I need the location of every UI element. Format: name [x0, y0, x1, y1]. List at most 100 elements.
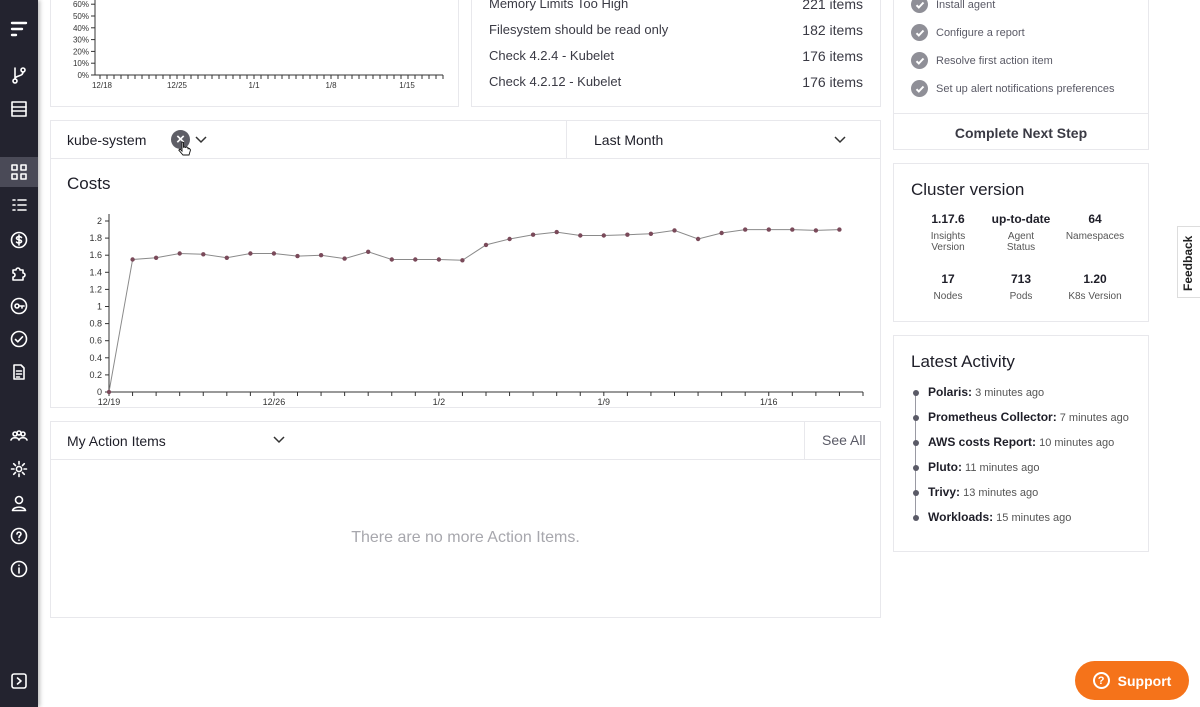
costs-data-point[interactable] [813, 228, 819, 233]
cluster-stat: 1.20 K8s Version [1060, 272, 1130, 302]
namespace-chevron-down-icon[interactable] [195, 136, 207, 144]
expand-sidebar-icon[interactable] [0, 666, 38, 696]
costs-data-point[interactable] [837, 227, 842, 232]
latest-activity-card: Latest Activity Polaris: 3 minutes ago Pr… [893, 335, 1149, 552]
feedback-tab[interactable]: Feedback [1177, 226, 1200, 298]
cluster-stat: 17 Nodes [913, 272, 983, 302]
costs-data-point[interactable] [248, 251, 253, 256]
action-items-chevron-down-icon[interactable] [273, 436, 285, 444]
complete-next-step-button[interactable]: Complete Next Step [954, 125, 1088, 141]
costs-title: Costs [67, 174, 111, 193]
costs-data-point[interactable] [743, 227, 748, 232]
costs-data-point[interactable] [695, 236, 701, 242]
cluster-stat: up-to-date Agent Status [986, 212, 1056, 253]
costs-data-point[interactable] [318, 253, 324, 258]
costs-data-point[interactable] [177, 251, 182, 256]
onboarding-step-label: Configure a report [936, 26, 1025, 39]
activity-dot [913, 465, 919, 471]
costs-data-point[interactable] [460, 258, 465, 263]
dollar-icon[interactable] [0, 225, 38, 255]
costs-data-point[interactable] [413, 257, 418, 262]
costs-data-point[interactable] [389, 257, 394, 262]
activity-item[interactable]: Workloads: 15 minutes ago [928, 510, 1071, 524]
help-circle-icon: ? [1092, 672, 1110, 689]
activity-dot [913, 390, 919, 396]
dashboard-icon[interactable] [0, 157, 38, 187]
costs-data-point[interactable] [719, 230, 724, 236]
report-item-name: Check 4.2.4 - Kubelet [489, 48, 615, 63]
costs-data-point[interactable] [625, 232, 630, 237]
activity-item[interactable]: Prometheus Collector: 7 minutes ago [928, 410, 1129, 424]
costs-data-point[interactable] [201, 252, 206, 257]
report-item-name: Check 4.2.12 - Kubelet [489, 74, 622, 89]
support-label: Support [1117, 672, 1172, 689]
action-items-select[interactable]: My Action Items [51, 422, 805, 460]
costs-data-point[interactable] [130, 257, 135, 262]
database-icon[interactable] [0, 94, 38, 124]
cluster-version-card: Cluster version 1.17.6 Insights Version up-… [893, 163, 1149, 322]
settings-icon[interactable] [0, 454, 38, 484]
report-list-item[interactable]: Memory Limits Too High 221 items [489, 0, 863, 18]
clear-namespace-icon[interactable]: × [171, 130, 190, 149]
costs-data-point[interactable] [554, 229, 559, 235]
costs-data-point[interactable] [483, 242, 489, 248]
costs-data-point[interactable] [342, 256, 347, 261]
see-all-link[interactable]: See All [822, 432, 866, 448]
costs-data-point[interactable] [106, 389, 112, 395]
costs-data-point[interactable] [436, 257, 442, 262]
costs-data-point[interactable] [295, 253, 300, 259]
logo-icon[interactable] [0, 14, 38, 44]
namespace-value: kube-system [67, 132, 147, 148]
top-chart-y-tick-label: 60% [73, 0, 89, 9]
report-list-item[interactable]: Check 4.2.4 - Kubelet 176 items [489, 48, 863, 70]
costs-data-point[interactable] [672, 228, 677, 233]
activity-timeline-line [915, 393, 916, 518]
user-icon[interactable] [0, 488, 38, 518]
activity-item[interactable]: Pluto: 11 minutes ago [928, 460, 1039, 474]
activity-source: Trivy: [928, 485, 961, 499]
filter-bar: kube-system × Last Month [51, 121, 880, 159]
activity-item[interactable]: Trivy: 13 minutes ago [928, 485, 1038, 499]
cluster-stat-value: 713 [1010, 272, 1032, 286]
report-list-item[interactable]: Check 4.2.12 - Kubelet 176 items [489, 74, 863, 96]
check-circle-icon[interactable] [0, 324, 38, 354]
costs-data-point[interactable] [578, 233, 583, 238]
costs-data-point[interactable] [530, 232, 536, 237]
list-icon[interactable] [0, 191, 38, 221]
cluster-stat-value: 1.17.6 [931, 212, 965, 226]
report-list-item[interactable]: Filesystem should be read only 182 items [489, 22, 863, 44]
document-icon[interactable] [0, 357, 38, 387]
costs-data-point[interactable] [790, 227, 795, 232]
costs-chart: 2 1.8 1.6 1.4 1.2 1 0.8 0.6 0.4 0.2 012/19 12/26 1/2… [89, 214, 864, 407]
top-chart-y-tick-label: 20% [73, 47, 89, 56]
costs-data-point[interactable] [153, 255, 159, 260]
costs-data-point[interactable] [224, 255, 229, 260]
team-icon[interactable] [0, 421, 38, 451]
cluster-stat-label: Pods [1009, 291, 1033, 302]
period-select[interactable]: Last Month [568, 121, 880, 159]
costs-data-point[interactable] [507, 236, 512, 242]
git-branch-icon[interactable] [0, 60, 38, 90]
costs-data-point[interactable] [601, 233, 606, 238]
cluster-stat-label: Namespaces [1065, 231, 1125, 242]
activity-dot [913, 440, 919, 446]
costs-x-tick-label: 1/16 [760, 397, 778, 407]
activity-item[interactable]: AWS costs Report: 10 minutes ago [928, 435, 1114, 449]
cluster-stat-value: up-to-date [991, 212, 1051, 226]
costs-data-point[interactable] [648, 231, 654, 236]
costs-data-point[interactable] [766, 227, 771, 232]
pointer-cursor-icon [178, 141, 191, 156]
namespace-select[interactable]: kube-system × [51, 121, 567, 159]
costs-y-tick-label: 0.4 [89, 353, 102, 363]
activity-item[interactable]: Polaris: 3 minutes ago [928, 385, 1044, 399]
info-icon[interactable] [0, 554, 38, 584]
support-button[interactable]: ? Support [1075, 661, 1189, 700]
period-chevron-down-icon[interactable] [834, 136, 846, 144]
top-chart: 60% 50% 40% 30% 20% 10% 0%12/18 12/25 1/1 1/8 1/15 [73, 0, 444, 90]
puzzle-icon[interactable] [0, 258, 38, 288]
cluster-stat-label: Nodes [933, 291, 963, 302]
help-icon[interactable] [0, 521, 38, 551]
costs-data-point[interactable] [366, 249, 371, 254]
costs-data-point[interactable] [271, 251, 277, 256]
key-icon[interactable] [0, 291, 38, 321]
